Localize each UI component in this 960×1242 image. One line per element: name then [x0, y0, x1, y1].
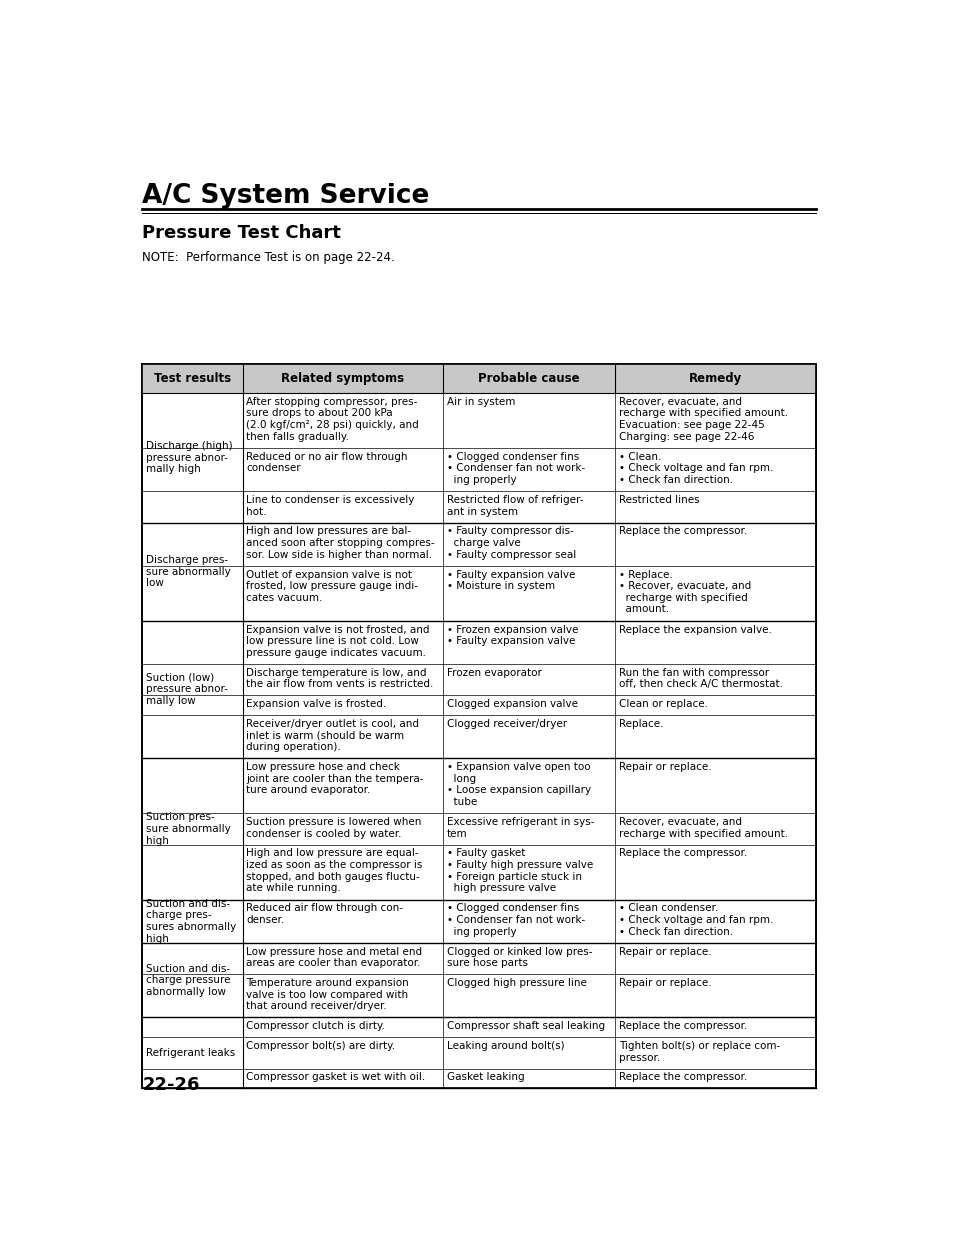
Text: Discharge (high)
pressure abnor-
mally high: Discharge (high) pressure abnor- mally h… — [146, 441, 232, 474]
Text: Restricted flow of refriger-
ant in system: Restricted flow of refriger- ant in syst… — [447, 494, 584, 517]
Text: Repair or replace.: Repair or replace. — [619, 946, 711, 956]
Text: Replace.: Replace. — [619, 719, 663, 729]
Text: Related symptoms: Related symptoms — [281, 373, 404, 385]
Text: • Expansion valve open too
  long
• Loose expansion capillary
  tube: • Expansion valve open too long • Loose … — [447, 763, 591, 807]
Bar — [142, 364, 816, 1088]
Text: Clean or replace.: Clean or replace. — [619, 699, 708, 709]
Text: Low pressure hose and check
joint are cooler than the tempera-
ture around evapo: Low pressure hose and check joint are co… — [247, 763, 423, 795]
Text: Compressor gasket is wet with oil.: Compressor gasket is wet with oil. — [247, 1072, 425, 1082]
Text: High and low pressures are bal-
anced soon after stopping compres-
sor. Low side: High and low pressures are bal- anced so… — [247, 527, 435, 560]
Text: Repair or replace.: Repair or replace. — [619, 979, 711, 989]
Text: Suction and dis-
charge pressure
abnormally low: Suction and dis- charge pressure abnorma… — [146, 964, 230, 997]
Text: Discharge pres-
sure abnormally
low: Discharge pres- sure abnormally low — [146, 555, 230, 589]
Text: Suction pres-
sure abnormally
high: Suction pres- sure abnormally high — [146, 812, 230, 846]
Text: Reduced air flow through con-
denser.: Reduced air flow through con- denser. — [247, 903, 403, 925]
Text: Leaking around bolt(s): Leaking around bolt(s) — [447, 1041, 564, 1051]
Text: Tighten bolt(s) or replace com-
pressor.: Tighten bolt(s) or replace com- pressor. — [619, 1041, 780, 1062]
Text: Suction and dis-
charge pres-
sures abnormally
high: Suction and dis- charge pres- sures abno… — [146, 899, 236, 944]
Text: Repair or replace.: Repair or replace. — [619, 763, 711, 773]
Text: • Replace.
• Recover, evacuate, and
  recharge with specified
  amount.: • Replace. • Recover, evacuate, and rech… — [619, 570, 751, 615]
Text: Probable cause: Probable cause — [478, 373, 580, 385]
Text: Remedy: Remedy — [688, 373, 742, 385]
Text: Suction pressure is lowered when
condenser is cooled by water.: Suction pressure is lowered when condens… — [247, 817, 421, 838]
Text: Refrigerant leaks: Refrigerant leaks — [146, 1048, 235, 1058]
Text: Gasket leaking: Gasket leaking — [447, 1072, 524, 1082]
Bar — [142, 364, 816, 392]
Text: Replace the compressor.: Replace the compressor. — [619, 848, 747, 858]
Text: Replace the compressor.: Replace the compressor. — [619, 1072, 747, 1082]
Text: Clogged high pressure line: Clogged high pressure line — [447, 979, 587, 989]
Text: NOTE:  Performance Test is on page 22-24.: NOTE: Performance Test is on page 22-24. — [142, 251, 396, 265]
Text: Excessive refrigerant in sys-
tem: Excessive refrigerant in sys- tem — [447, 817, 594, 838]
Text: Replace the compressor.: Replace the compressor. — [619, 1021, 747, 1031]
Text: A/C System Service: A/C System Service — [142, 183, 430, 209]
Text: • Clean condenser.
• Check voltage and fan rpm.
• Check fan direction.: • Clean condenser. • Check voltage and f… — [619, 903, 773, 936]
Text: Expansion valve is frosted.: Expansion valve is frosted. — [247, 699, 387, 709]
Text: Low pressure hose and metal end
areas are cooler than evaporator.: Low pressure hose and metal end areas ar… — [247, 946, 422, 969]
Text: Compressor bolt(s) are dirty.: Compressor bolt(s) are dirty. — [247, 1041, 396, 1051]
Text: Suction (low)
pressure abnor-
mally low: Suction (low) pressure abnor- mally low — [146, 673, 228, 705]
Text: Reduced or no air flow through
condenser: Reduced or no air flow through condenser — [247, 452, 408, 473]
Text: Outlet of expansion valve is not
frosted, low pressure gauge indi-
cates vacuum.: Outlet of expansion valve is not frosted… — [247, 570, 419, 602]
Text: Recover, evacuate, and
recharge with specified amount.: Recover, evacuate, and recharge with spe… — [619, 817, 788, 838]
Text: 22-26: 22-26 — [142, 1076, 200, 1094]
Text: After stopping compressor, pres-
sure drops to about 200 kPa
(2.0 kgf/cm², 28 ps: After stopping compressor, pres- sure dr… — [247, 396, 420, 442]
Text: Discharge temperature is low, and
the air flow from vents is restricted.: Discharge temperature is low, and the ai… — [247, 668, 434, 689]
Text: Run the fan with compressor
off, then check A/C thermostat.: Run the fan with compressor off, then ch… — [619, 668, 782, 689]
Text: High and low pressure are equal-
ized as soon as the compressor is
stopped, and : High and low pressure are equal- ized as… — [247, 848, 422, 893]
Text: • Clogged condenser fins
• Condenser fan not work-
  ing properly: • Clogged condenser fins • Condenser fan… — [447, 452, 586, 484]
Text: Frozen evaporator: Frozen evaporator — [447, 668, 541, 678]
Text: Replace the expansion valve.: Replace the expansion valve. — [619, 625, 772, 635]
Text: • Faulty gasket
• Faulty high pressure valve
• Foreign particle stuck in
  high : • Faulty gasket • Faulty high pressure v… — [447, 848, 593, 893]
Text: Clogged or kinked low pres-
sure hose parts: Clogged or kinked low pres- sure hose pa… — [447, 946, 592, 969]
Text: • Clean.
• Check voltage and fan rpm.
• Check fan direction.: • Clean. • Check voltage and fan rpm. • … — [619, 452, 773, 484]
Text: • Faulty compressor dis-
  charge valve
• Faulty compressor seal: • Faulty compressor dis- charge valve • … — [447, 527, 576, 560]
Text: Replace the compressor.: Replace the compressor. — [619, 527, 747, 537]
Text: Line to condenser is excessively
hot.: Line to condenser is excessively hot. — [247, 494, 415, 517]
Text: • Clogged condenser fins
• Condenser fan not work-
  ing properly: • Clogged condenser fins • Condenser fan… — [447, 903, 586, 936]
Text: Clogged receiver/dryer: Clogged receiver/dryer — [447, 719, 567, 729]
Text: • Frozen expansion valve
• Faulty expansion valve: • Frozen expansion valve • Faulty expans… — [447, 625, 578, 646]
Text: Clogged expansion valve: Clogged expansion valve — [447, 699, 578, 709]
Text: Restricted lines: Restricted lines — [619, 494, 700, 505]
Text: Air in system: Air in system — [447, 396, 516, 406]
Text: Compressor shaft seal leaking: Compressor shaft seal leaking — [447, 1021, 605, 1031]
Text: Compressor clutch is dirty.: Compressor clutch is dirty. — [247, 1021, 385, 1031]
Text: Expansion valve is not frosted, and
low pressure line is not cold. Low
pressure : Expansion valve is not frosted, and low … — [247, 625, 430, 658]
Text: Receiver/dryer outlet is cool, and
inlet is warm (should be warm
during operatio: Receiver/dryer outlet is cool, and inlet… — [247, 719, 420, 751]
Text: • Faulty expansion valve
• Moisture in system: • Faulty expansion valve • Moisture in s… — [447, 570, 575, 591]
Text: Test results: Test results — [154, 373, 231, 385]
Text: Recover, evacuate, and
recharge with specified amount.
Evacuation: see page 22-4: Recover, evacuate, and recharge with spe… — [619, 396, 788, 442]
Text: Temperature around expansion
valve is too low compared with
that around receiver: Temperature around expansion valve is to… — [247, 979, 409, 1011]
Text: Pressure Test Chart: Pressure Test Chart — [142, 224, 341, 242]
